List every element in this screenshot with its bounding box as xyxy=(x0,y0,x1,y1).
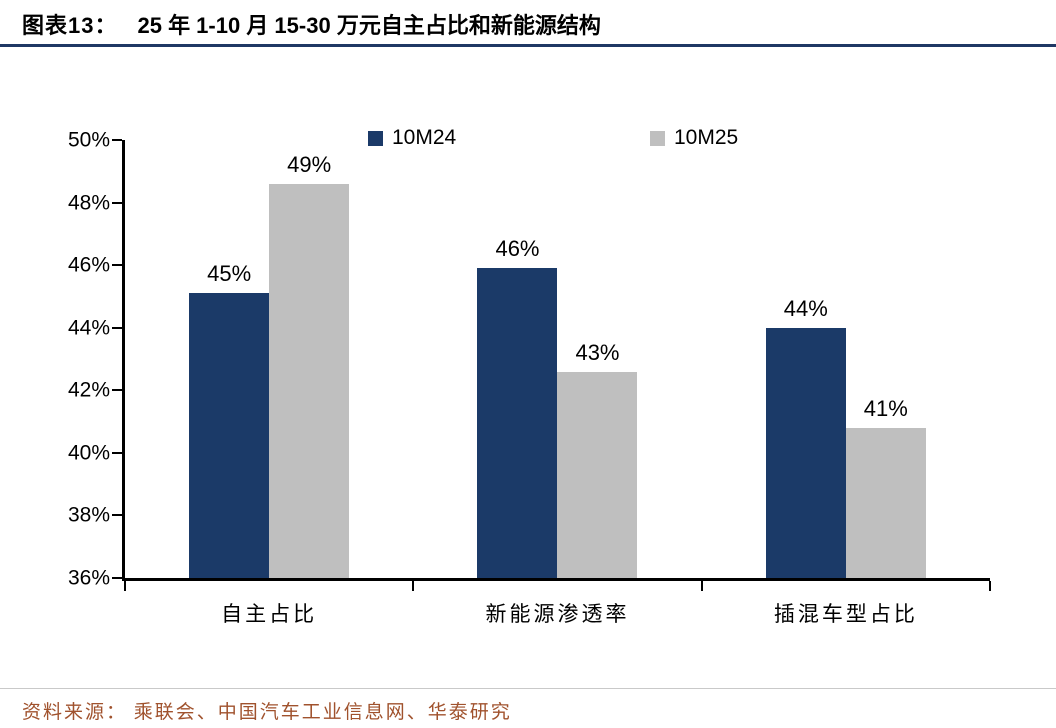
chart-bar-10m25 xyxy=(845,427,926,578)
y-tick-mark xyxy=(112,451,122,454)
y-tick-mark xyxy=(112,264,122,267)
bar-value-label: 45% xyxy=(207,261,252,287)
bar-value-label: 49% xyxy=(287,151,332,177)
legend-item-10m25: 10M25 xyxy=(650,126,738,150)
x-axis-line xyxy=(122,578,990,581)
y-axis-line xyxy=(122,140,125,581)
chart-bar-10m24 xyxy=(477,268,558,578)
x-tick-mark xyxy=(989,581,991,591)
x-tick-mark xyxy=(700,581,703,591)
y-tick-mark xyxy=(112,389,122,392)
x-axis-category-label: 新能源渗透率 xyxy=(485,603,630,626)
legend-label-10m25: 10M25 xyxy=(674,126,739,149)
y-tick-label: 40% xyxy=(67,441,110,465)
y-tick-label: 46% xyxy=(67,253,110,277)
chart-bar-10m24 xyxy=(189,293,270,578)
y-tick-mark xyxy=(112,514,122,517)
y-tick-mark xyxy=(112,201,122,204)
chart-title: 图表13： 25 年 1-10 月 15-30 万元自主占比和新能源结构 xyxy=(22,8,601,40)
x-tick-mark xyxy=(412,581,415,591)
x-axis-category-label: 插混车型占比 xyxy=(773,603,918,626)
chart-bar-10m25 xyxy=(557,371,638,578)
y-tick-label: 36% xyxy=(67,566,110,590)
y-tick-label: 42% xyxy=(67,378,110,402)
legend-swatch-10m24-icon xyxy=(368,130,383,146)
x-axis-category-labels: 自主占比 新能源渗透率 插混车型占比 xyxy=(125,598,990,628)
y-tick-mark xyxy=(112,139,122,141)
legend-swatch-10m25-icon xyxy=(650,130,665,146)
y-tick-mark xyxy=(112,326,122,329)
bar-value-label: 43% xyxy=(575,339,620,365)
bar-value-label: 46% xyxy=(495,236,540,262)
y-tick-mark xyxy=(112,577,122,579)
y-tick-label: 44% xyxy=(67,316,110,340)
chart-bar-10m24 xyxy=(765,327,846,578)
y-tick-label: 48% xyxy=(67,191,110,215)
bar-group: 45% 49% xyxy=(125,140,413,578)
chart-bar-10m25 xyxy=(269,183,350,578)
title-underline xyxy=(0,44,1056,47)
bar-group: 44% 41% xyxy=(702,140,990,578)
y-axis-labels: 36% 38% 40% 42% 44% 46% 48% 50% xyxy=(28,130,110,589)
chart-title-text: 25 年 1-10 月 15-30 万元自主占比和新能源结构 xyxy=(137,13,601,38)
bar-value-label: 44% xyxy=(783,295,828,321)
plot-area: 10M24 10M25 45% 49% 46% 43% 44% 41% xyxy=(112,126,991,591)
legend-item-10m24: 10M24 xyxy=(368,126,456,150)
bar-group: 46% 43% xyxy=(413,140,701,578)
y-tick-label: 50% xyxy=(67,128,110,152)
y-tick-label: 38% xyxy=(67,503,110,527)
x-tick-mark xyxy=(124,581,126,591)
legend-label-10m24: 10M24 xyxy=(392,126,457,149)
x-axis-category-label: 自主占比 xyxy=(221,603,318,626)
footer-divider xyxy=(0,688,1056,689)
source-note: 资料来源： 乘联会、中国汽车工业信息网、华泰研究 xyxy=(22,702,512,723)
bar-value-label: 41% xyxy=(863,395,908,421)
chart-number: 图表13： xyxy=(22,13,118,38)
